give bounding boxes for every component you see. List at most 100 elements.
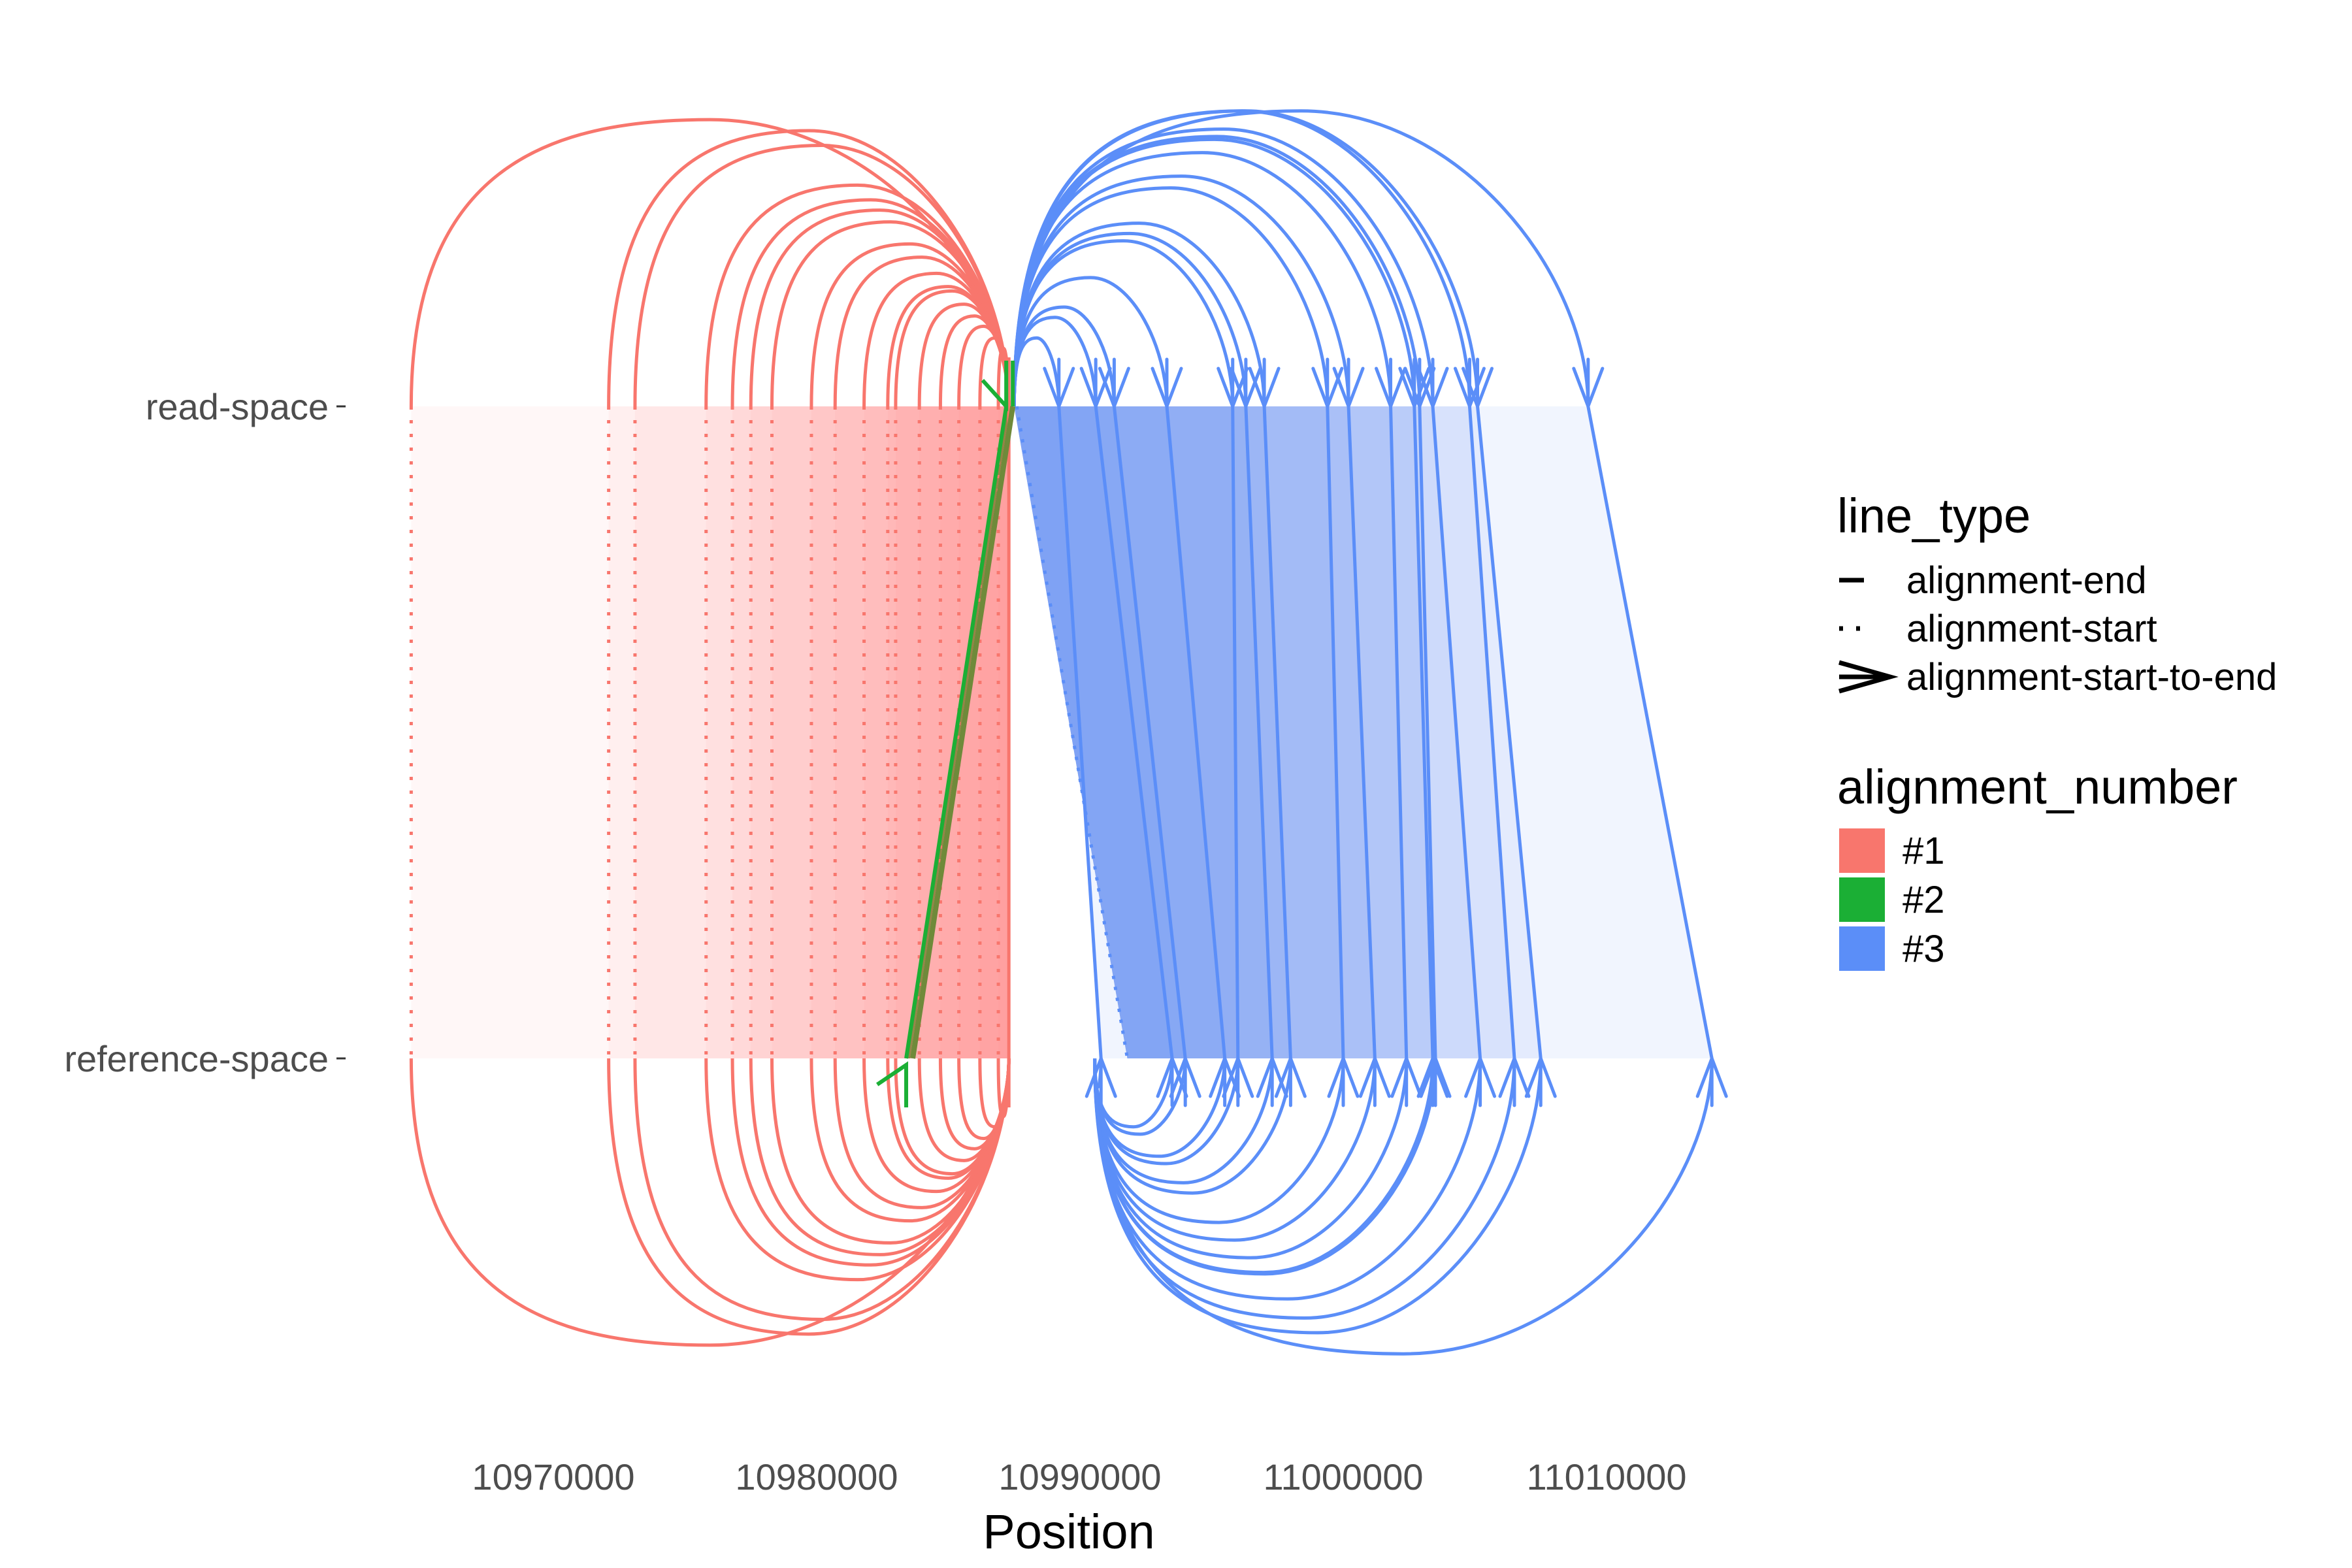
alignment-2-start-to-end-line — [904, 406, 1009, 1059]
alignment-3-end-line — [1165, 406, 1227, 1059]
alignment-1-band — [772, 406, 1009, 1058]
alignment-arcs — [409, 109, 1714, 1356]
alignment-3-band — [1014, 406, 1225, 1058]
legend-label-alignment-number: #1 — [1903, 830, 1945, 872]
alignment-1-band — [998, 406, 1009, 1058]
alignment-3-end-line — [1094, 406, 1174, 1059]
x-tick-label: 10990000 — [998, 1456, 1161, 1497]
alignment-2-band-edge — [910, 406, 1016, 1059]
arrow-head-mark — [1209, 1053, 1241, 1107]
arrow-head-mark — [1390, 1053, 1423, 1107]
alignment-3-end-line — [1057, 406, 1103, 1059]
alignment-3-end-line — [1431, 406, 1482, 1059]
arrow-head-mark — [1169, 1053, 1201, 1107]
alignment-3-band — [1014, 406, 1273, 1058]
alignment-3-band — [1014, 406, 1128, 1058]
x-tick-label: 10980000 — [735, 1456, 898, 1497]
alignment-1-band — [608, 406, 1009, 1058]
alignment-1-band — [751, 406, 1009, 1058]
alignment-1-arc-read — [409, 118, 1011, 407]
legend-label-line-type: alignment-end — [1906, 559, 2147, 602]
alignment-3-arc-read — [1012, 276, 1169, 407]
alignment-1-arc-reference — [633, 1058, 1011, 1321]
arrow-head-mark — [1151, 357, 1183, 412]
alignment-3-end-line — [1231, 406, 1240, 1059]
y-tick-label: read-space — [146, 386, 329, 427]
alignment-marks — [409, 357, 1728, 1107]
alignment-3-band — [1014, 406, 1291, 1058]
alignment-1-band — [864, 406, 1009, 1058]
alignment-3-arc-reference — [1093, 1058, 1714, 1356]
alignment-3-band — [1014, 406, 1407, 1058]
arrow-head-mark — [1098, 357, 1130, 412]
alignment-1-arc-read — [770, 220, 1011, 407]
alignment-2-reference-marker — [876, 1061, 909, 1107]
alignment-3-band — [1014, 406, 1514, 1058]
legend-key-alignment-2 — [1839, 877, 1885, 922]
alignment-3-arc-reference — [1093, 1058, 1437, 1276]
x-tick-label: 11000000 — [1264, 1456, 1424, 1497]
alignment-3-end-line — [1413, 406, 1435, 1059]
legend-key-alignment-1 — [1839, 828, 1885, 873]
alignment-3-arc-read — [1012, 109, 1480, 407]
alignment-3-end-line — [1418, 406, 1437, 1059]
arrow-head-mark — [1274, 1053, 1307, 1107]
alignment-1-arc-reference — [607, 1058, 1011, 1336]
alignment-3-arc-reference — [1093, 1058, 1409, 1260]
arrow-head-mark — [1217, 357, 1249, 412]
alignment-2-read-marker — [981, 361, 1015, 412]
x-tick-label: 10970000 — [472, 1456, 634, 1497]
alignment-3-arc-read — [1012, 137, 1416, 407]
alignment-1-band — [634, 406, 1009, 1058]
alignment-3-band — [1014, 406, 1343, 1058]
alignment-3-end-line — [1389, 406, 1409, 1059]
alignment-1-band — [958, 406, 1009, 1058]
legend-title-line-type: line_type — [1837, 489, 2031, 543]
alignment-1-arc-read — [607, 129, 1011, 407]
alignment-3-end-line — [1476, 406, 1543, 1059]
legend-label-alignment-number: #2 — [1903, 879, 1945, 921]
arrow-head-mark — [1462, 357, 1494, 412]
x-axis: 10970000 10980000 10990000 11000000 11010000 — [472, 1456, 1686, 1497]
y-axis: read-space reference-space — [64, 386, 346, 1079]
arrow-head-mark — [1464, 1053, 1497, 1107]
alignment-3-end-line — [1586, 406, 1714, 1059]
alignment-3-arc-reference — [1093, 1058, 1435, 1275]
arrow-head-mark — [1332, 357, 1365, 412]
alignment-3-end-line — [1262, 406, 1292, 1059]
alignment-3-arc-reference — [1093, 1058, 1377, 1242]
x-tick-label: 11010000 — [1527, 1456, 1687, 1497]
alignment-3-band — [1014, 406, 1186, 1058]
arrow-head-mark — [1572, 357, 1605, 412]
legend: line_type alignment_number alignment-end… — [1837, 489, 2277, 971]
arrow-head-mark — [1085, 1053, 1117, 1107]
arrow-head-mark — [1156, 1053, 1188, 1107]
arrow-head-mark — [1524, 1053, 1557, 1107]
arrow-head-mark — [1248, 357, 1281, 412]
arrow-head-mark — [1416, 357, 1449, 412]
legend-key-alignment-start-to-end — [1838, 660, 1899, 694]
alignment-1-arc-reference — [409, 1058, 1011, 1347]
alignment-3-end-line — [1326, 406, 1345, 1059]
arrow-head-mark — [1311, 357, 1344, 412]
x-axis-title: Position — [983, 1505, 1154, 1559]
alignment-1-band — [411, 406, 1009, 1058]
alignment-3-end-line — [1347, 406, 1377, 1059]
legend-label-line-type: alignment-start-to-end — [1906, 656, 2277, 698]
arrow-head-mark — [1419, 1053, 1452, 1107]
alignment-3-end-line — [1244, 406, 1274, 1059]
arrow-head-mark — [1358, 1053, 1391, 1107]
legend-label-alignment-number: #3 — [1903, 928, 1945, 970]
legend-key-alignment-3 — [1839, 926, 1885, 971]
y-tick-label: reference-space — [64, 1038, 329, 1079]
legend-label-line-type: alignment-start — [1906, 608, 2157, 650]
arrow-head-mark — [1498, 1053, 1531, 1107]
alignment-3-arc-read — [1012, 109, 1590, 407]
alignment-1-arc-read — [633, 144, 1011, 407]
alignment-1-band — [811, 406, 1009, 1058]
arrow-head-mark — [1327, 1053, 1360, 1107]
arrow-head-mark — [1403, 357, 1436, 412]
arrow-head-mark — [1695, 1053, 1728, 1107]
arrow-head-mark — [1375, 357, 1407, 412]
